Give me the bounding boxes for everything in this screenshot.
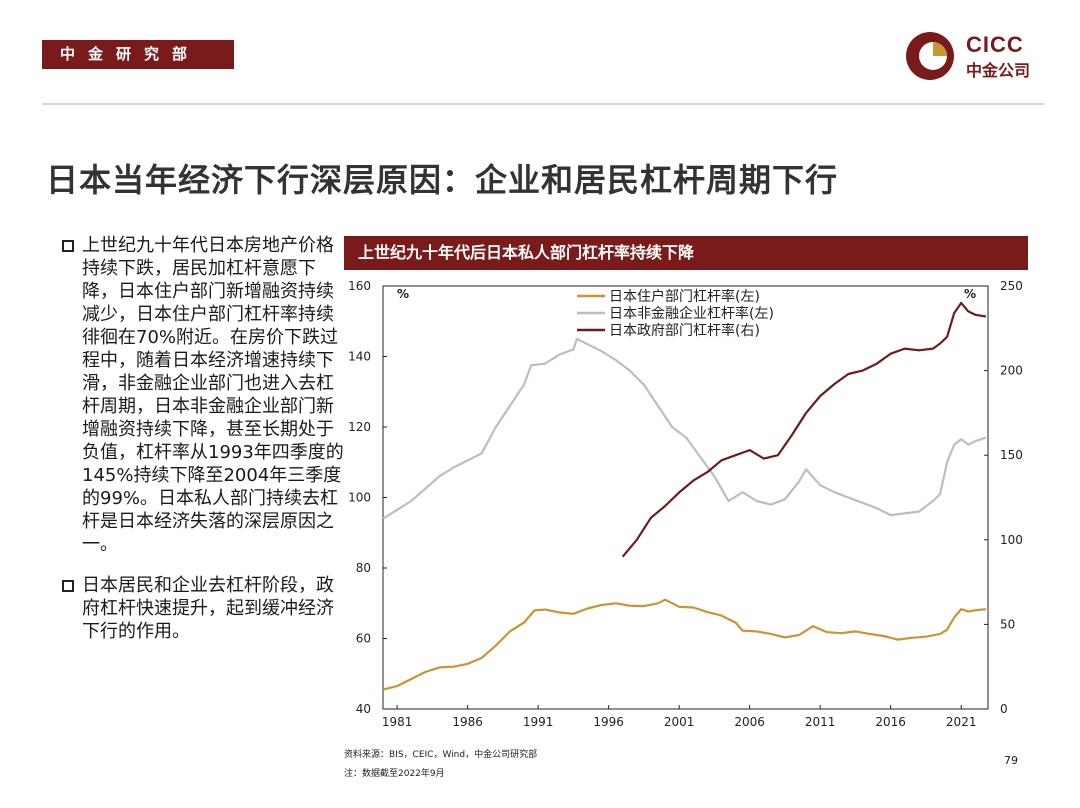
y-right-tick-label: 150 <box>1000 448 1023 462</box>
source-note: 资料来源：BIS，CEIC，Wind，中金公司研究部 <box>344 750 538 760</box>
bullet-text: 上世纪九十年代日本房地产价格持续下跌，居民加杠杆意愿下降，日本住户部门新增融资持… <box>82 235 344 555</box>
series-line-2 <box>382 337 987 520</box>
y-left-tick-label: 80 <box>356 561 371 575</box>
y-left-tick-label: 100 <box>348 491 371 505</box>
page-number: 79 <box>1004 754 1018 767</box>
y-right-tick-label: 0 <box>1000 702 1008 716</box>
y-left-tick-label: 40 <box>356 702 371 716</box>
leverage-line-chart: 40 60 80 100 120 140 160 0 50 100 150 200 250% % 1981 1… <box>348 279 1023 729</box>
bullet-item: 日本居民和企业去杠杆阶段，政府杠杆快速提升，起到缓冲经济下行的作用。 <box>62 574 344 643</box>
department-tag: 中金研究部 <box>42 40 234 69</box>
x-tick-label: 1981 <box>382 715 413 729</box>
chart-title-bar: 上世纪九十年代后日本私人部门杠杆率持续下降 <box>344 236 1028 270</box>
page-title: 日本当年经济下行深层原因：企业和居民杠杆周期下行 <box>46 161 839 199</box>
bullet-item: 上世纪九十年代日本房地产价格持续下跌，居民加杠杆意愿下降，日本住户部门新增融资持… <box>62 234 344 556</box>
y-right-tick-label: 50 <box>1000 617 1015 631</box>
logo-text-en: CICC <box>966 32 1024 57</box>
y-right-tick-label: 200 <box>1000 364 1023 378</box>
series-line-1 <box>382 598 987 691</box>
x-tick-label: 2016 <box>875 715 906 729</box>
bullet-box-icon <box>62 240 74 252</box>
legend-label: 日本住户部门杠杆率(左) <box>609 288 760 305</box>
bullet-text: 日本居民和企业去杠杆阶段，政府杠杆快速提升，起到缓冲经济下行的作用。 <box>82 575 334 642</box>
y-right-tick-label: 100 <box>1000 533 1023 547</box>
x-tick-label: 2001 <box>664 715 695 729</box>
cicc-logo: CICC 中金公司 <box>904 30 1044 82</box>
x-tick-label: 2021 <box>946 715 977 729</box>
y-left-tick-label: 120 <box>348 420 371 434</box>
y-left-tick-label: 140 <box>348 350 371 364</box>
header-divider <box>42 103 1044 105</box>
y-right-unit: % <box>964 287 976 301</box>
y-left-unit: % <box>397 287 409 301</box>
x-tick-label: 1991 <box>523 715 554 729</box>
x-tick-label: 2011 <box>805 715 836 729</box>
bullet-list: 上世纪九十年代日本房地产价格持续下跌，居民加杠杆意愿下降，日本住户部门新增融资持… <box>62 234 344 661</box>
logo-mark-icon <box>906 32 954 80</box>
bullet-box-icon <box>62 580 74 592</box>
plot-frame <box>382 285 989 710</box>
data-note: 注：数据截至2022年9月 <box>344 769 445 779</box>
x-tick-label: 2006 <box>734 715 765 729</box>
legend-label: 日本非金融企业杠杆率(左) <box>609 305 774 322</box>
x-tick-label: 1996 <box>593 715 624 729</box>
logo-text-cn: 中金公司 <box>966 61 1031 80</box>
y-left-tick-label: 160 <box>348 279 371 293</box>
y-right-tick-label: 250 <box>1000 279 1023 293</box>
series-line-3 <box>621 301 987 558</box>
legend-label: 日本政府部门杠杆率(右) <box>609 322 760 339</box>
y-left-tick-label: 60 <box>356 632 371 646</box>
x-tick-label: 1986 <box>452 715 483 729</box>
